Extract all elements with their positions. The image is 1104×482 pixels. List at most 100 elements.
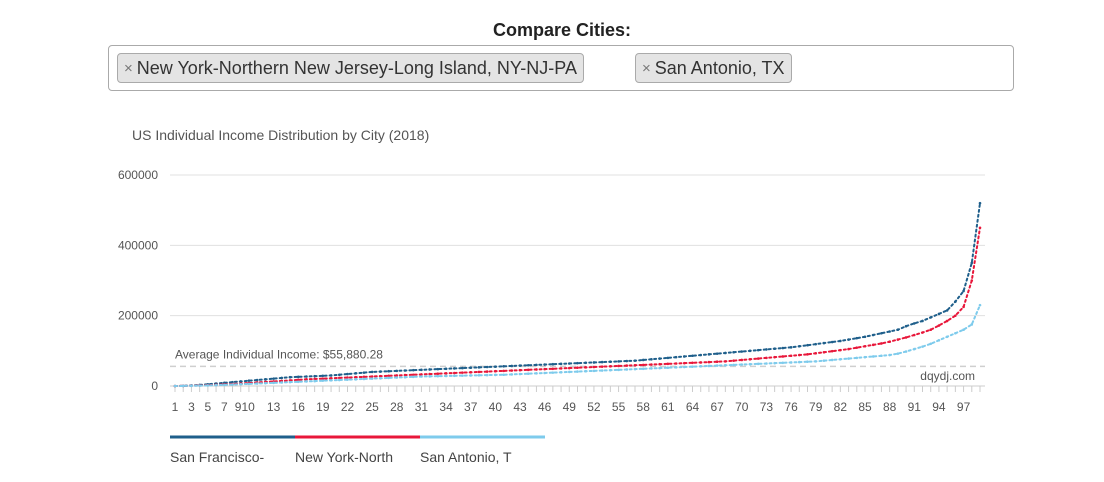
- data-point: [518, 368, 522, 372]
- x-tick-label: 28: [390, 400, 404, 414]
- data-point: [740, 363, 744, 366]
- data-point: [461, 366, 464, 370]
- data-point: [847, 338, 850, 341]
- data-point: [559, 370, 563, 374]
- data-point: [699, 365, 703, 368]
- data-point: [929, 342, 933, 346]
- data-point: [912, 333, 916, 337]
- data-point: [567, 366, 571, 370]
- data-point: [945, 335, 949, 339]
- data-point: [806, 353, 809, 356]
- data-point: [354, 372, 358, 375]
- data-point: [650, 357, 653, 361]
- data-point: [567, 362, 571, 365]
- x-tick-label: 64: [686, 400, 700, 414]
- x-tick-label: 55: [612, 400, 626, 414]
- legend-item[interactable]: San Antonio, T: [420, 435, 545, 465]
- data-point: [691, 365, 694, 368]
- data-point: [526, 372, 530, 375]
- data-point: [896, 338, 900, 341]
- x-tick-label: 52: [587, 400, 601, 414]
- remove-tag-icon[interactable]: ×: [124, 59, 133, 77]
- data-point: [288, 375, 292, 379]
- data-point: [962, 328, 965, 332]
- data-point: [403, 373, 407, 377]
- data-point: [830, 349, 834, 353]
- data-point: [247, 379, 251, 383]
- data-point: [707, 364, 711, 368]
- data-point: [707, 353, 711, 356]
- x-tick-label: 910: [235, 400, 255, 414]
- data-point: [247, 382, 251, 386]
- data-point: [518, 364, 522, 367]
- data-point: [871, 355, 875, 358]
- y-axis: 0 200000 400000 600000: [118, 168, 158, 393]
- data-point: [732, 359, 735, 362]
- data-point: [658, 362, 661, 366]
- x-tick-label: 97: [957, 400, 971, 414]
- data-point: [600, 360, 604, 364]
- x-tick-label: 13: [267, 400, 281, 414]
- data-point: [444, 374, 448, 378]
- data-point: [346, 372, 349, 376]
- data-point: [871, 333, 875, 337]
- data-point: [510, 373, 514, 376]
- data-point: [847, 347, 850, 351]
- data-point: [469, 374, 473, 377]
- data-point: [354, 375, 358, 379]
- reference-line-group: Average Individual Income: $55,880.28: [170, 347, 985, 368]
- legend[interactable]: San Francisco- New York-North San Antonio,…: [170, 435, 545, 465]
- data-point: [822, 350, 826, 354]
- city-multiselect[interactable]: × New York-Northern New Jersey-Long Isla…: [108, 45, 1014, 91]
- data-point: [214, 383, 218, 387]
- data-point: [337, 378, 341, 382]
- data-point: [485, 370, 489, 373]
- data-point: [280, 376, 284, 380]
- legend-item[interactable]: New York-North: [295, 435, 420, 465]
- data-point: [756, 348, 760, 352]
- data-point: [839, 357, 842, 361]
- legend-item[interactable]: San Francisco-: [170, 435, 295, 465]
- data-point: [305, 380, 308, 383]
- data-point: [469, 370, 473, 374]
- data-point: [370, 375, 374, 378]
- data-point: [609, 360, 612, 364]
- data-point: [650, 363, 653, 366]
- data-point: [666, 362, 670, 366]
- data-point: [921, 319, 924, 323]
- data-point: [411, 373, 415, 377]
- x-tick-label: 58: [637, 400, 651, 414]
- data-point: [921, 331, 924, 334]
- data-point: [715, 364, 719, 367]
- data-point: [395, 369, 399, 373]
- data-point: [724, 351, 727, 355]
- legend-label: San Antonio, T: [420, 449, 512, 465]
- data-point: [255, 382, 259, 385]
- data-point: [296, 380, 300, 384]
- data-point: [609, 365, 612, 368]
- data-point: [477, 370, 481, 374]
- data-point: [724, 360, 727, 363]
- data-point: [288, 380, 292, 384]
- data-point: [937, 312, 941, 316]
- city-tag-label: San Antonio, TX: [654, 57, 785, 78]
- data-point: [806, 343, 809, 347]
- data-point: [929, 316, 933, 319]
- data-point: [814, 351, 818, 355]
- city-tag-san-antonio[interactable]: × San Antonio, TX: [635, 53, 792, 83]
- data-point: [814, 342, 818, 346]
- data-point: [830, 358, 834, 362]
- data-point: [691, 354, 694, 358]
- city-tag-new-york[interactable]: × New York-Northern New Jersey-Long Isla…: [117, 53, 584, 83]
- remove-tag-icon[interactable]: ×: [642, 59, 651, 77]
- data-point: [633, 367, 637, 371]
- data-point: [502, 369, 505, 373]
- data-point: [370, 377, 374, 380]
- data-point: [485, 373, 489, 377]
- data-point: [387, 374, 390, 378]
- data-point: [494, 369, 497, 373]
- data-point: [797, 360, 801, 364]
- data-point: [970, 279, 974, 282]
- data-point: [814, 360, 818, 363]
- data-point: [765, 362, 768, 365]
